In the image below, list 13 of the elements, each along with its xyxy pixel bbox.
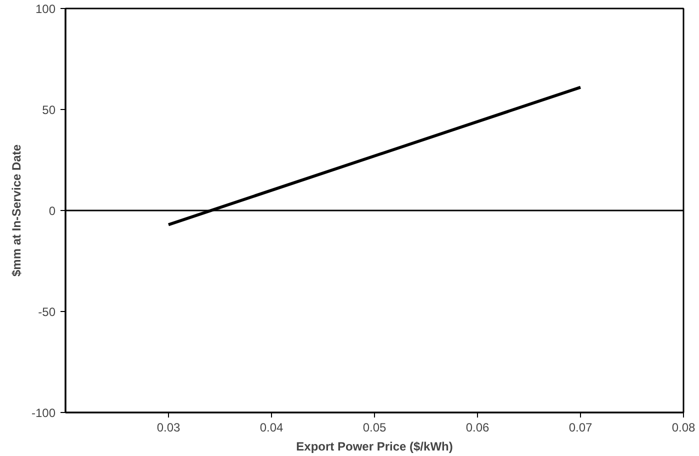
y-tick-label: 0 <box>48 204 56 218</box>
x-tick-label: 0.04 <box>260 420 284 434</box>
y-tick-label: -100 <box>31 406 56 420</box>
x-tick-label: 0.08 <box>672 420 696 434</box>
y-axis-title: $mm at In-Service Date <box>9 144 24 277</box>
x-tick-label: 0.03 <box>156 420 181 434</box>
y-tick-label: -50 <box>38 305 56 319</box>
x-tick-label: 0.07 <box>568 420 593 434</box>
y-tick-label: 100 <box>35 2 56 16</box>
x-tick-label: 0.06 <box>466 420 490 434</box>
y-tick-label: 50 <box>42 103 56 117</box>
x-tick-label: 0.05 <box>362 420 387 434</box>
x-axis-title: Export Power Price ($/kWh) <box>296 440 453 454</box>
